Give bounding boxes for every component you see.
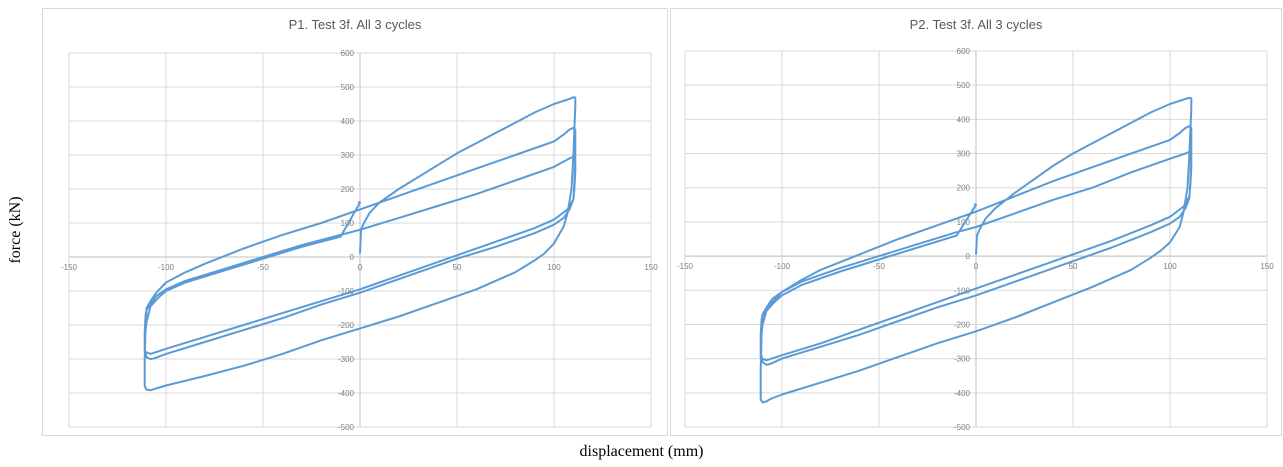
y-tick-label: -400 — [338, 389, 355, 398]
y-tick-label: -200 — [338, 321, 355, 330]
x-tick-label: 0 — [358, 263, 363, 272]
x-tick-label: 50 — [453, 263, 462, 272]
y-tick-label: -500 — [338, 423, 355, 432]
x-tick-label: -100 — [158, 263, 175, 272]
x-tick-label: -100 — [774, 262, 791, 271]
hysteresis-series-line — [759, 96, 1193, 404]
y-tick-label: 300 — [341, 151, 355, 160]
x-tick-label: 100 — [1163, 262, 1177, 271]
chart-plot-p2: -150 -100 -50 0 50 100 150-500-400-300-200-100… — [677, 47, 1274, 432]
y-tick-label: -100 — [954, 286, 971, 295]
hysteresis-series-line — [143, 96, 577, 392]
y-tick-label: 100 — [957, 218, 971, 227]
x-tick-label: -50 — [873, 262, 885, 271]
x-tick-label: 50 — [1069, 262, 1078, 271]
x-tick-label: 0 — [974, 262, 979, 271]
y-tick-label: 400 — [341, 117, 355, 126]
y-axis-label: force (kN) — [7, 196, 24, 264]
y-tick-label: -100 — [338, 287, 355, 296]
x-tick-label: 150 — [1260, 262, 1274, 271]
chart-panel-p2: P2. Test 3f. All 3 cycles -150 -100 -50 0 50… — [670, 8, 1282, 436]
x-tick-label: 100 — [547, 263, 561, 272]
y-tick-label: 200 — [957, 184, 971, 193]
y-tick-label: 600 — [957, 47, 971, 56]
y-tick-label: 300 — [957, 150, 971, 159]
y-tick-label: -300 — [338, 355, 355, 364]
x-tick-label: -50 — [257, 263, 269, 272]
y-tick-label: 400 — [957, 115, 971, 124]
chart-panel-p1: P1. Test 3f. All 3 cycles -150 -100 -50 0 50… — [42, 8, 668, 436]
y-tick-label: 600 — [341, 49, 355, 58]
y-tick-label: 0 — [966, 252, 971, 261]
x-axis-label: displacement (mm) — [579, 443, 704, 460]
chart-title: P1. Test 3f. All 3 cycles — [288, 17, 422, 32]
y-tick-label: -400 — [954, 389, 971, 398]
y-tick-label: 0 — [350, 253, 355, 262]
x-tick-label: 150 — [644, 263, 658, 272]
y-tick-label: 200 — [341, 185, 355, 194]
x-tick-label: -150 — [61, 263, 78, 272]
x-tick-label: -150 — [677, 262, 694, 271]
y-tick-label: 500 — [957, 81, 971, 90]
chart-plot-p1: -150 -100 -50 0 50 100 150-500-400-300-200-100… — [61, 49, 658, 432]
chart-title: P2. Test 3f. All 3 cycles — [909, 17, 1043, 32]
y-tick-label: 500 — [341, 83, 355, 92]
y-tick-label: -300 — [954, 355, 971, 364]
y-tick-label: -500 — [954, 423, 971, 432]
y-tick-label: -200 — [954, 320, 971, 329]
